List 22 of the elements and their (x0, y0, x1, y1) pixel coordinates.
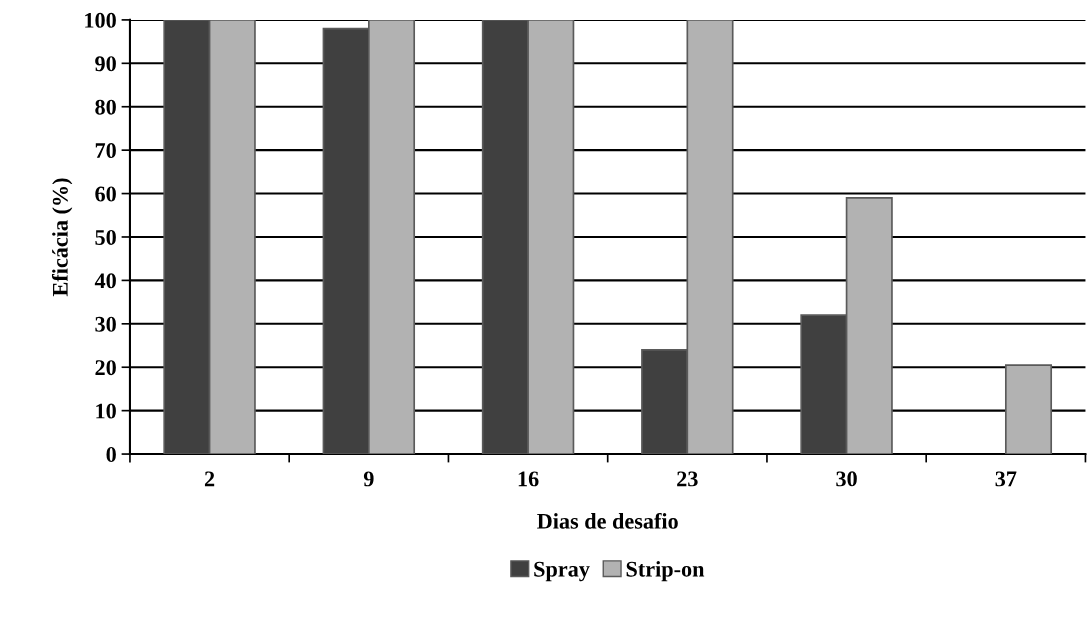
y-tick-label: 90 (95, 56, 116, 72)
y-tick-label: 80 (95, 99, 116, 115)
y-tick-label: 100 (85, 12, 116, 28)
y-tick-label: 70 (95, 143, 116, 159)
y-tick-label: 20 (95, 360, 116, 376)
bar (1004, 364, 1053, 455)
x-tick-label: 23 (677, 471, 698, 487)
y-axis-title: Eficácia (%) (51, 178, 73, 297)
x-axis-title: Dias de desafio (537, 512, 678, 529)
legend-label: Spray (534, 561, 590, 582)
y-tick-label: 50 (95, 229, 116, 245)
x-tick-label: 37 (995, 471, 1017, 487)
y-tick-label: 30 (95, 316, 116, 332)
y-tick-label: 10 (96, 403, 116, 419)
y-tick-label: 0 (106, 446, 116, 462)
x-tick-label: 16 (518, 471, 539, 487)
x-tick-label: 30 (836, 471, 857, 487)
x-tick-label: 2 (204, 471, 215, 487)
y-tick-label: 40 (94, 273, 116, 289)
x-tick-label: 9 (363, 471, 374, 487)
y-tick-label: 60 (95, 186, 116, 202)
legend-label: Strip-on (626, 561, 705, 582)
